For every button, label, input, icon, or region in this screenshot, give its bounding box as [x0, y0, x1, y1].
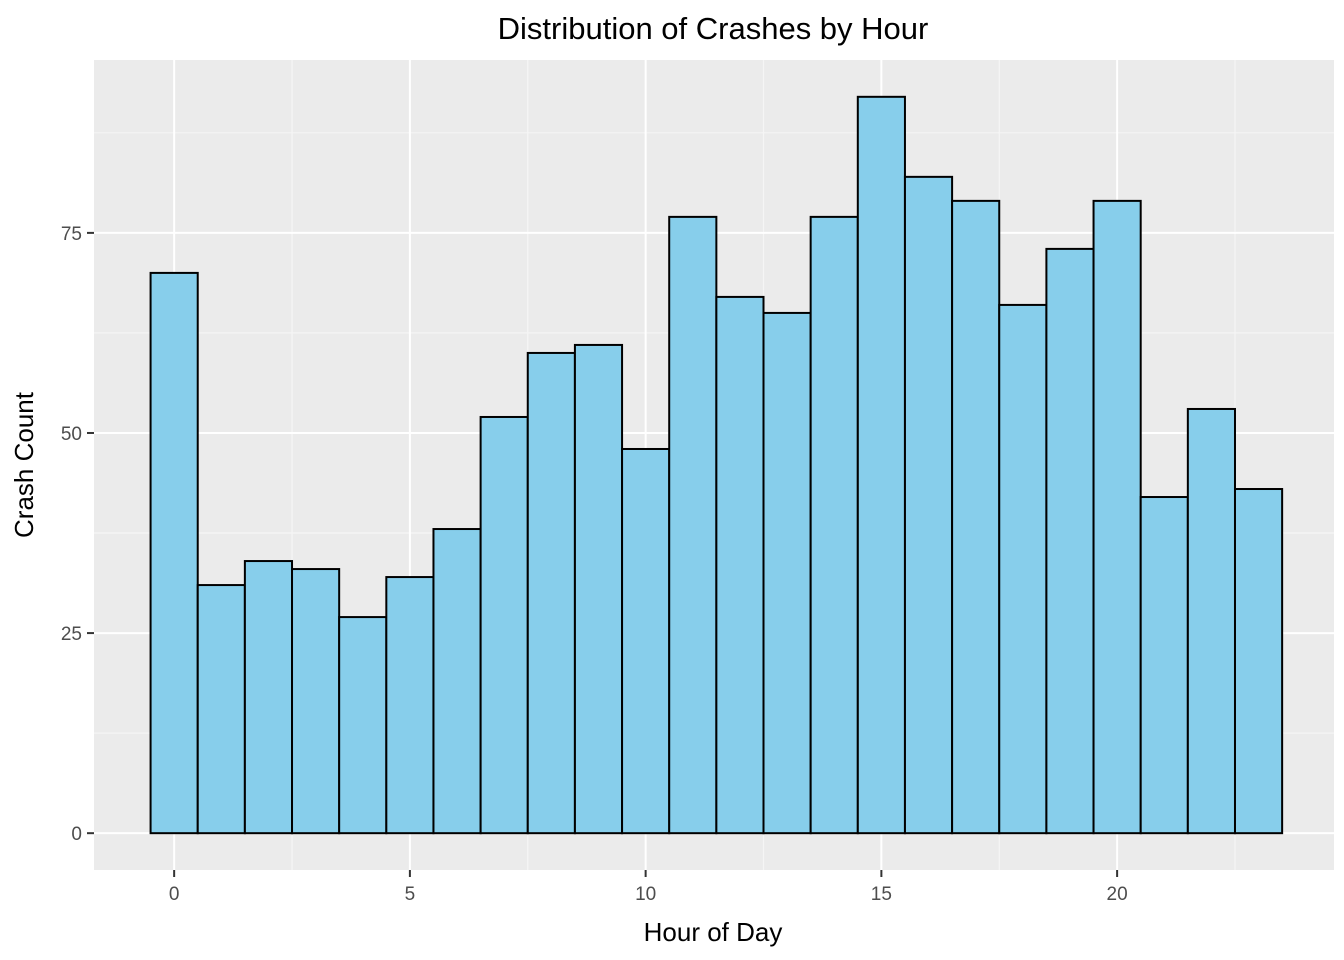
bar-hour-14	[809, 215, 859, 835]
bar-hour-15	[856, 95, 906, 835]
bar-hour-16	[903, 175, 954, 835]
bar-hour-8	[526, 351, 576, 835]
x-tick-label: 0	[169, 884, 180, 905]
bar-hour-0	[149, 271, 199, 835]
bar-hour-2	[243, 560, 294, 835]
bar-hour-5	[385, 576, 435, 835]
bar-hour-23	[1233, 488, 1284, 835]
y-tick-label: 25	[61, 624, 82, 645]
bars	[149, 95, 1284, 835]
bar-hour-1	[196, 584, 246, 835]
bar-hour-22	[1186, 407, 1236, 835]
bar-hour-17	[951, 199, 1001, 835]
bar-hour-11	[668, 215, 718, 835]
y-axis: 0 25 50 75	[61, 224, 94, 845]
x-tick-label: 20	[1107, 884, 1128, 905]
bar-hour-6	[432, 528, 482, 835]
x-axis: 0 5 10 15 20	[169, 870, 1128, 905]
x-tick-label: 15	[871, 884, 892, 905]
y-tick-label: 75	[61, 224, 82, 245]
bar-hour-19	[1045, 247, 1095, 835]
bar-hour-10	[621, 447, 671, 835]
chart-title: Distribution of Crashes by Hour	[498, 11, 929, 46]
bar-hour-9	[573, 343, 624, 835]
y-tick-label: 50	[61, 424, 82, 445]
bar-hour-3	[291, 568, 341, 835]
x-tick-label: 5	[405, 884, 416, 905]
x-axis-title: Hour of Day	[644, 917, 783, 947]
bar-hour-18	[998, 303, 1048, 835]
x-tick-label: 10	[635, 884, 656, 905]
bar-hour-13	[762, 311, 812, 835]
bar-hour-4	[338, 616, 388, 835]
bar-hour-7	[479, 415, 529, 835]
bar-hour-21	[1139, 496, 1189, 835]
y-tick-label: 0	[71, 824, 82, 845]
bar-hour-20	[1092, 199, 1142, 835]
bar-hour-12	[715, 295, 765, 835]
y-axis-title: Crash Count	[9, 391, 39, 538]
